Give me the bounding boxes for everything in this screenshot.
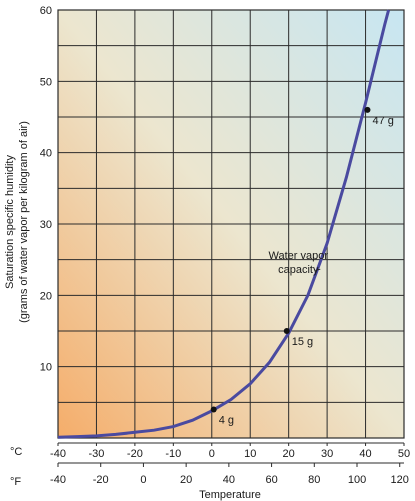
y-tick-label: 60 <box>40 5 52 17</box>
y-tick-label: 50 <box>40 76 52 88</box>
celsius-tick-label: -20 <box>127 448 143 460</box>
data-point-label: 4 g <box>219 414 234 426</box>
x-axis-title: Temperature <box>199 489 261 501</box>
celsius-tick-label: -10 <box>165 448 181 460</box>
fahrenheit-unit-label: °F <box>10 476 21 488</box>
annotation-line1: Water vapor <box>269 250 329 262</box>
data-points: 4 g 15 g 47 g <box>210 106 394 426</box>
celsius-tick-label: -30 <box>88 448 104 460</box>
data-point-marker <box>210 406 217 413</box>
y-axis-title-line2: (grams of water vapor per kilogram of ai… <box>18 121 30 323</box>
fahrenheit-tick-label: 120 <box>391 474 409 486</box>
water-vapor-capacity-line <box>57 9 391 439</box>
fahrenheit-tick-label: 40 <box>223 474 235 486</box>
fahrenheit-tick-label: 60 <box>265 474 277 486</box>
celsius-tick-label: 30 <box>321 448 333 460</box>
fahrenheit-tick-label: -40 <box>50 474 66 486</box>
celsius-unit-label: °C <box>10 446 22 458</box>
annotation-line2: capacity <box>278 264 319 276</box>
data-point-label: 47 g <box>372 115 393 127</box>
data-point-marker <box>364 106 371 113</box>
annotation-leader-line <box>315 268 321 271</box>
y-tick-label: 20 <box>40 290 52 302</box>
y-axis-title-line1: Saturation specific humidity <box>4 155 16 289</box>
fahrenheit-tick-label: 100 <box>348 474 366 486</box>
celsius-tick-label: 0 <box>209 448 215 460</box>
plot-frame <box>57 9 405 439</box>
celsius-tick-label: 40 <box>359 448 371 460</box>
celsius-tick-label: 20 <box>283 448 295 460</box>
y-tick-label: 40 <box>40 148 52 160</box>
fahrenheit-tick-label: 80 <box>308 474 320 486</box>
celsius-tick-label: -40 <box>50 448 66 460</box>
celsius-tick-label: 10 <box>244 448 256 460</box>
fahrenheit-tick-label: -20 <box>93 474 109 486</box>
y-tick-label: 30 <box>40 219 52 231</box>
y-tick-labels: 10 20 30 40 50 60 <box>40 5 52 374</box>
fahrenheit-tick-label: 0 <box>140 474 146 486</box>
fahrenheit-tick-label: 20 <box>180 474 192 486</box>
x-axes: -40 -30 -20 -10 0 10 20 30 40 50 -40 -20 0 20 40 60 80 10… <box>50 442 410 486</box>
data-point-label: 15 g <box>292 336 313 348</box>
celsius-tick-label: 50 <box>398 448 410 460</box>
data-point-marker <box>283 328 290 334</box>
y-tick-label: 10 <box>40 362 52 374</box>
